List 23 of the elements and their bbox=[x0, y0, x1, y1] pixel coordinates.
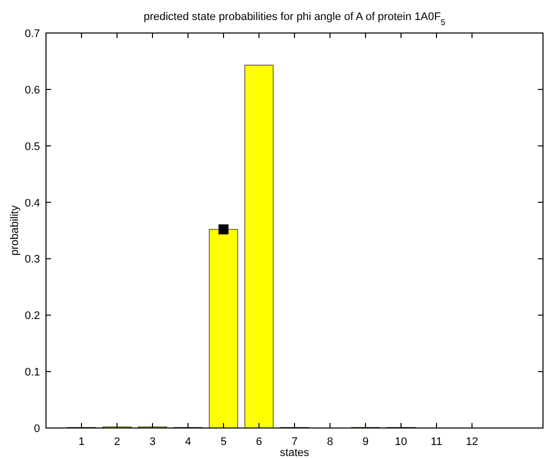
y-tick-label: 0.7 bbox=[24, 28, 40, 40]
x-tick-label: 6 bbox=[256, 436, 262, 448]
x-axis-title: states bbox=[280, 447, 310, 459]
x-tick-label: 2 bbox=[114, 436, 120, 448]
x-tick-label: 11 bbox=[430, 436, 442, 448]
x-tick-label: 5 bbox=[220, 436, 227, 448]
x-tick-label: 8 bbox=[326, 436, 334, 448]
y-tick-label: 0.1 bbox=[24, 366, 40, 379]
y-tick-label: 0.2 bbox=[24, 310, 40, 322]
y-tick-label: 0.3 bbox=[24, 254, 40, 266]
y-tick-label: 0.6 bbox=[24, 84, 40, 96]
y-tick-label: 0 bbox=[34, 423, 40, 435]
y-tick-label: 0.4 bbox=[24, 197, 40, 210]
x-tick-label: 10 bbox=[394, 436, 408, 448]
x-tick-label: 1 bbox=[78, 436, 85, 448]
x-tick-label: 9 bbox=[362, 436, 369, 448]
x-tick-label: 4 bbox=[184, 436, 192, 448]
y-axis-title: probability bbox=[9, 204, 21, 256]
chart-title: predicted state probabilities for phi angle of A of protein 1A0F$_{5}$ bbox=[144, 11, 446, 26]
x-tick-label: 3 bbox=[149, 436, 156, 448]
y-tick-label: 0.5 bbox=[24, 140, 40, 153]
x-tick-label: 12 bbox=[466, 436, 478, 448]
x-tick-label: 7 bbox=[291, 436, 298, 448]
